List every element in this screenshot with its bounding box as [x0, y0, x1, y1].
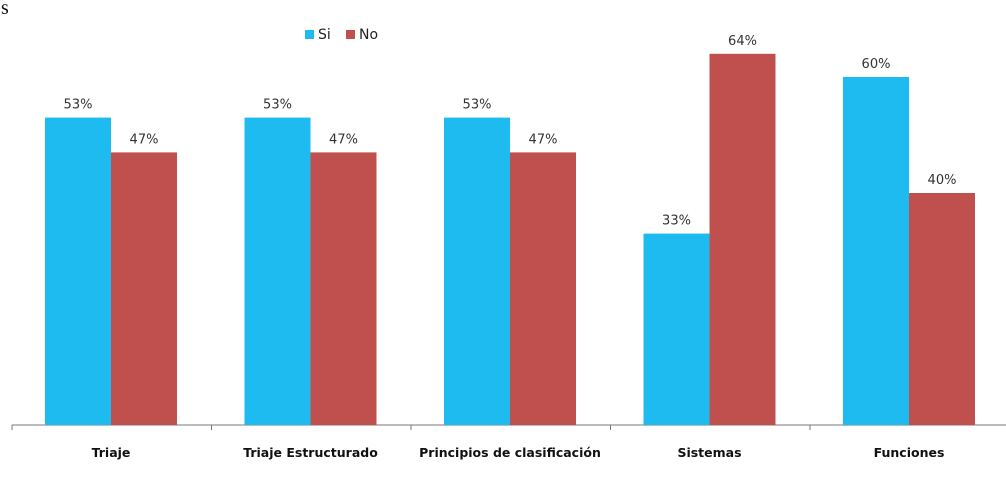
bar-si-1	[45, 117, 111, 425]
bar-si-3	[444, 117, 510, 425]
bar-no-1	[111, 152, 177, 425]
data-label-si-2: 53%	[263, 98, 292, 113]
category-label-2: Triaje Estructurado	[243, 445, 378, 460]
category-label-4: Sistemas	[677, 445, 741, 460]
data-label-no-1: 47%	[130, 132, 159, 147]
legend-swatch-si	[305, 30, 314, 39]
bar-no-4	[709, 53, 776, 426]
legend-swatch-no	[346, 30, 355, 39]
category-label-1: Triaje	[92, 445, 131, 460]
data-label-no-3: 47%	[529, 132, 558, 147]
data-label-si-4: 33%	[662, 214, 691, 229]
bar-si-2	[244, 117, 311, 425]
bar-si-4	[643, 233, 710, 425]
legend-label-no: No	[359, 27, 378, 43]
bar-no-3	[510, 152, 576, 425]
bar-no-5	[909, 193, 975, 425]
bar-no-2	[310, 152, 377, 425]
category-label-5: Funciones	[874, 445, 945, 460]
category-label-3: Principios de clasificación	[419, 445, 601, 460]
data-label-si-3: 53%	[463, 98, 492, 113]
legend-label-si: Si	[318, 27, 331, 43]
data-label-no-4: 64%	[728, 34, 757, 49]
data-label-no-5: 40%	[928, 173, 957, 188]
corner-mark-text: s	[1, 0, 9, 19]
data-label-si-5: 60%	[862, 57, 891, 72]
data-label-si-1: 53%	[64, 98, 93, 113]
bar-si-5	[843, 77, 909, 425]
data-label-no-2: 47%	[329, 132, 358, 147]
